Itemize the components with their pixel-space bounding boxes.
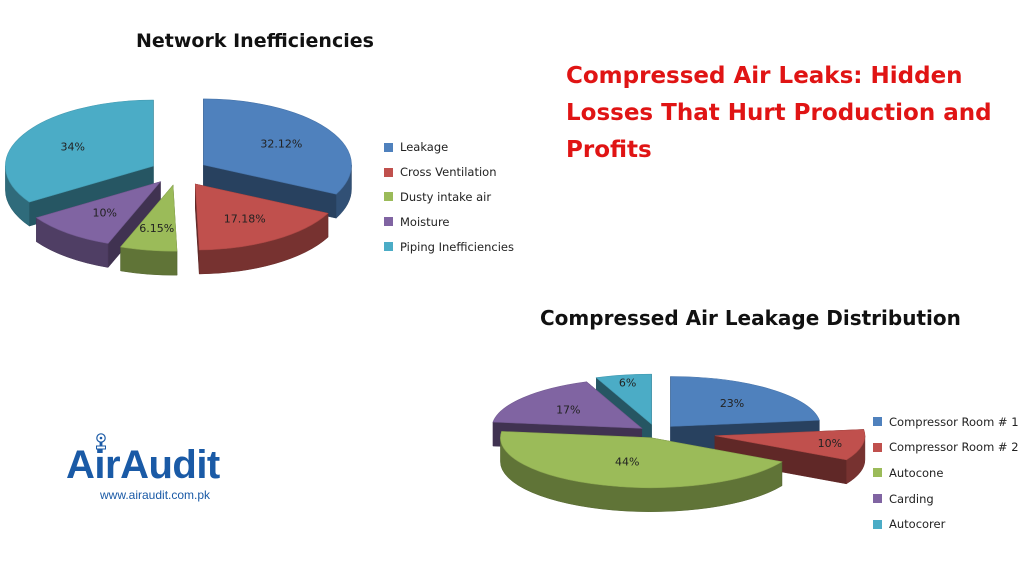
legend-item: Carding [873, 486, 1019, 512]
legend-label: Carding [889, 491, 934, 506]
legend-swatch [384, 167, 393, 177]
pie-slice-1-2 [194, 183, 329, 275]
legend-swatch [873, 519, 882, 529]
legend-swatch [873, 494, 882, 504]
legend-swatch [384, 192, 393, 202]
legend-item: Autocorer [873, 511, 1019, 537]
pie-slice-2-3 [500, 431, 783, 512]
legend-swatch [384, 142, 393, 152]
pie-slice-1-3 [120, 184, 178, 276]
chart-title-leakage-distribution: Compressed Air Leakage Distribution [540, 306, 961, 330]
data-label: 17.18% [224, 212, 266, 225]
legend-swatch [873, 468, 882, 478]
legend-item: Dusty intake air [384, 185, 514, 210]
data-label: 6% [619, 376, 636, 389]
legend-label: Cross Ventilation [400, 165, 497, 180]
data-label: 17% [556, 403, 580, 416]
data-label: 34% [60, 141, 84, 154]
pie-slice-2-2 [714, 429, 866, 485]
air-valve-icon [96, 433, 106, 450]
legend-label: Compressor Room # 2 [889, 440, 1019, 455]
data-label: 10% [818, 437, 842, 450]
airaudit-logo: AirAudit www.airaudit.com.pk [66, 432, 256, 512]
legend-label: Autocorer [889, 517, 946, 532]
legend-item: Compressor Room # 2 [873, 435, 1019, 461]
legend-swatch [384, 242, 393, 252]
legend-label: Moisture [400, 214, 450, 229]
legend-label: Autocone [889, 465, 944, 480]
headline: Compressed Air Leaks: Hidden Losses That… [566, 63, 992, 163]
legend-swatch [873, 417, 882, 427]
legend-item: Moisture [384, 209, 514, 234]
data-label: 44% [615, 455, 639, 468]
legend-swatch [384, 217, 393, 227]
legend-swatch [873, 442, 882, 452]
legend-label: Leakage [400, 140, 449, 155]
legend-network-inefficiencies: Leakage Cross Ventilation Dusty intake a… [384, 135, 514, 259]
logo-wordmark: AirAudit [66, 443, 220, 487]
legend-item: Autocone [873, 460, 1019, 486]
legend-item: Piping Inefficiencies [384, 234, 514, 259]
legend-label: Compressor Room # 1 [889, 414, 1019, 429]
legend-item: Cross Ventilation [384, 160, 514, 185]
chart-title-network-inefficiencies: Network Inefficiencies [136, 30, 374, 52]
legend-label: Piping Inefficiencies [400, 239, 514, 254]
legend-label: Dusty intake air [400, 189, 492, 204]
data-label: 23% [720, 397, 744, 410]
pie-slice-1-1 [203, 98, 352, 219]
data-label: 10% [93, 207, 117, 220]
logo-url: www.airaudit.com.pk [100, 488, 211, 502]
data-label: 6.15% [139, 222, 174, 235]
legend-leakage-distribution: Compressor Room # 1 Compressor Room # 2 … [873, 409, 1019, 537]
data-label: 32.12% [260, 137, 302, 150]
legend-item: Compressor Room # 1 [873, 409, 1019, 435]
legend-item: Leakage [384, 135, 514, 160]
